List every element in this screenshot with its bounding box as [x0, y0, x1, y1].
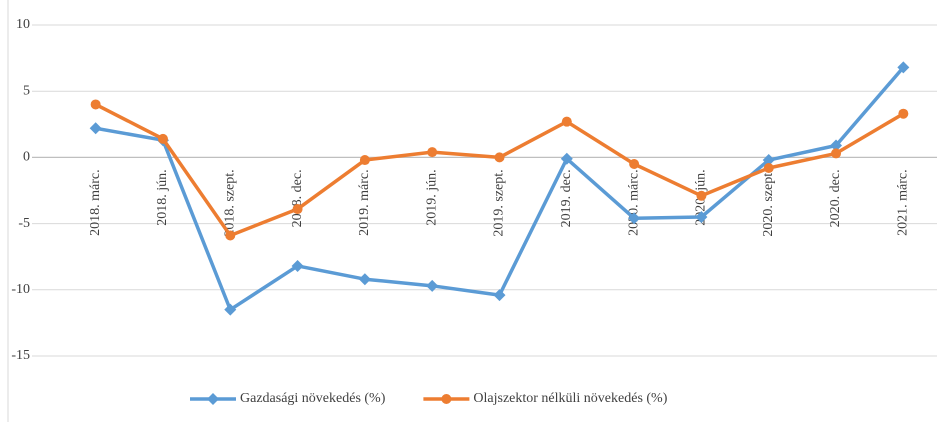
x-tick-label: 2020. dec.	[828, 169, 843, 227]
x-tick-label: 2019. márc.	[357, 169, 372, 235]
point	[628, 212, 641, 225]
point	[89, 122, 102, 135]
x-tick-label: 2021. márc.	[896, 169, 911, 235]
point	[629, 159, 640, 170]
x-tick-label: 2018. szept.	[222, 169, 237, 236]
x-tick-label: 2019. dec.	[559, 169, 574, 227]
point	[358, 273, 371, 286]
x-tick-label: 2019. jún.	[424, 169, 439, 225]
x-tick-label: 2020. márc.	[626, 169, 641, 235]
y-tick-label: 10	[16, 17, 30, 32]
point	[427, 147, 438, 158]
point	[90, 99, 101, 110]
x-tick-label: 2019. szept.	[492, 169, 507, 236]
point	[291, 259, 304, 272]
point	[225, 230, 236, 241]
x-tick-label: 2018. dec.	[290, 169, 305, 227]
point	[292, 204, 303, 215]
legend-item: Gazdasági növekedés (%)	[190, 391, 386, 406]
point	[898, 108, 909, 119]
point	[695, 210, 708, 223]
legend-marker	[207, 393, 219, 405]
legend-label: Gazdasági növekedés (%)	[240, 391, 386, 406]
y-tick-label: 0	[23, 150, 30, 165]
point	[763, 162, 774, 173]
y-tick-label: -15	[11, 348, 30, 363]
point	[830, 139, 843, 152]
point	[560, 152, 573, 165]
y-tick-label: -10	[11, 282, 30, 297]
legend-item: Olajszektor nélküli növekedés (%)	[423, 391, 668, 406]
point	[561, 116, 572, 127]
y-tick-label: -5	[18, 216, 30, 231]
point	[831, 148, 842, 159]
x-tick-label: 2018. márc.	[88, 169, 103, 235]
point	[359, 155, 370, 166]
legend-marker	[441, 394, 452, 404]
point	[494, 152, 505, 163]
y-tick-label: 5	[23, 83, 30, 98]
point	[224, 303, 237, 316]
legend-label: Olajszektor nélküli növekedés (%)	[473, 391, 667, 406]
point	[696, 190, 707, 201]
point	[157, 133, 168, 144]
point	[493, 289, 506, 302]
point	[897, 61, 910, 74]
point	[426, 279, 439, 292]
x-tick-label: 2020. szept.	[761, 169, 776, 236]
x-tick-label: 2018. jún.	[155, 169, 170, 225]
point	[762, 154, 775, 167]
